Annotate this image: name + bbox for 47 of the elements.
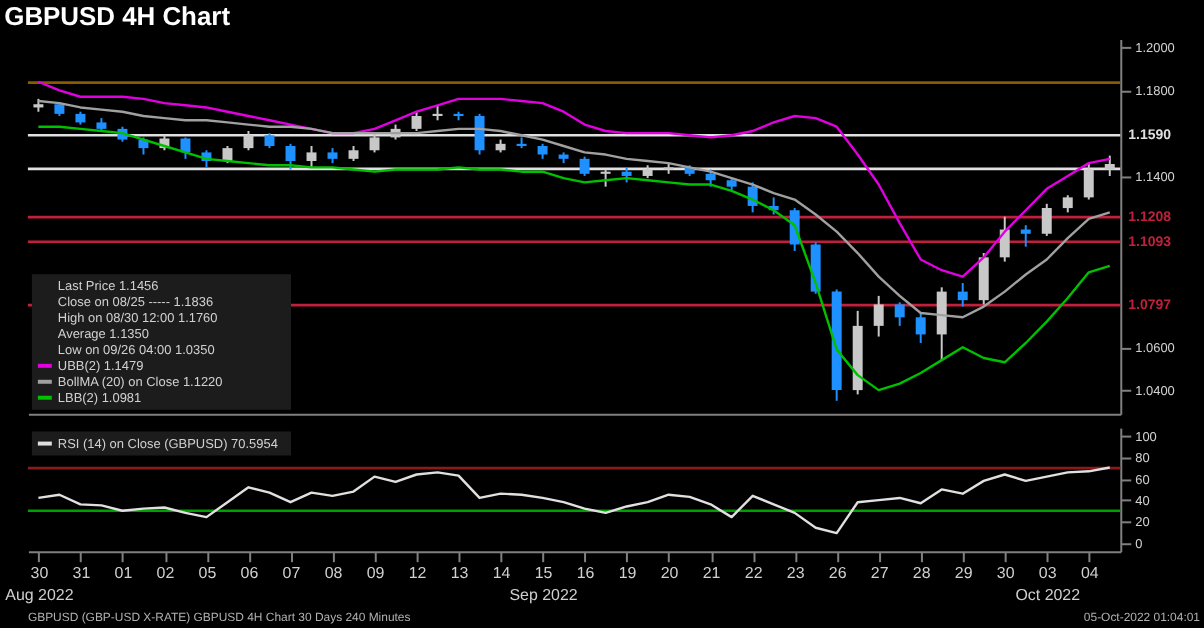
x-tick-label: 02 — [156, 564, 176, 583]
candlestick — [1020, 224, 1031, 248]
candlestick — [915, 312, 926, 344]
x-tick-label: 27 — [870, 564, 890, 583]
candlestick — [579, 155, 590, 177]
candlestick — [957, 282, 968, 308]
x-tick-label: 23 — [786, 564, 806, 583]
candlestick — [1041, 202, 1052, 237]
x-tick-label: 12 — [408, 564, 428, 583]
x-tick-label: 07 — [282, 564, 302, 583]
chart-title: GBPUSD 4H Chart — [4, 0, 232, 31]
candlestick — [411, 110, 422, 132]
x-tick-label: 04 — [1080, 564, 1100, 583]
x-tick-label: 26 — [828, 564, 848, 583]
candlestick — [369, 132, 380, 154]
candlestick — [1104, 154, 1115, 177]
x-tick-label: 16 — [576, 564, 596, 583]
x-tick-label: 05 — [198, 564, 218, 583]
candlestick — [180, 136, 191, 160]
candlestick — [306, 144, 317, 169]
candlestick — [1083, 162, 1094, 201]
candlestick — [474, 112, 485, 156]
x-tick-label: 20 — [660, 564, 680, 583]
x-tick-label: 15 Sep 2022 — [509, 564, 579, 605]
x-tick-label: 22 — [744, 564, 764, 583]
x-tick-label: 29 — [954, 564, 974, 583]
candlestick — [873, 294, 884, 338]
candlestick — [894, 301, 905, 327]
x-tick-label: 30 Aug 2022 — [5, 564, 75, 605]
candlestick — [243, 130, 254, 152]
x-tick-label: 01 — [114, 564, 134, 583]
candlestick — [285, 142, 296, 171]
x-tick-label: 14 — [492, 564, 512, 583]
x-tick-label: 09 — [366, 564, 386, 583]
x-tick-label: 03 Oct 2022 — [1015, 564, 1082, 605]
x-tick-label: 06 — [240, 564, 260, 583]
line-series — [37, 466, 1111, 535]
x-tick-label: 31 — [72, 564, 92, 583]
x-tick-label: 28 — [912, 564, 932, 583]
x-tick-label: 19 — [618, 564, 638, 583]
x-tick-label: 08 — [324, 564, 344, 583]
line-series — [37, 125, 1111, 392]
x-tick-label: 21 — [702, 564, 722, 583]
candlestick — [936, 286, 947, 362]
x-tick-label: 13 — [450, 564, 470, 583]
candlestick — [978, 252, 989, 306]
x-tick-label: 30 — [996, 564, 1016, 583]
